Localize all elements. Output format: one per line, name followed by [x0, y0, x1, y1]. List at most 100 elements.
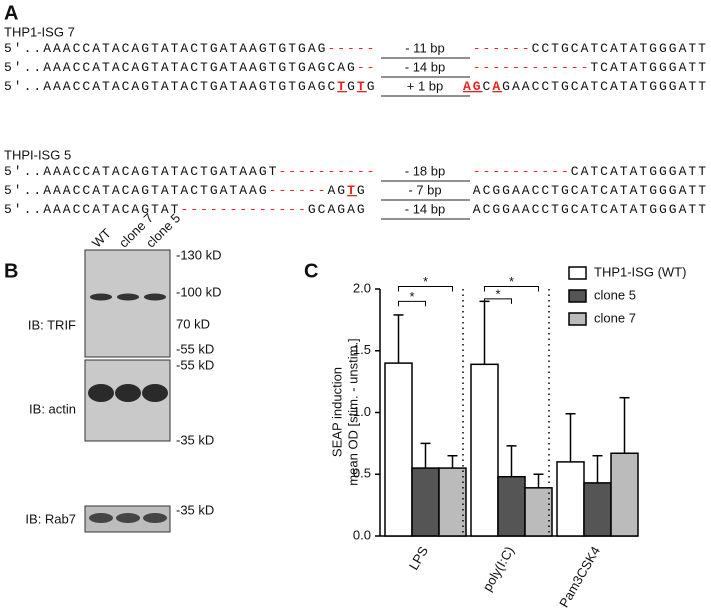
- sequence-segment: ------: [473, 41, 532, 56]
- blot-label: IB: actin: [29, 401, 76, 416]
- group-title: THP1-ISG 7: [4, 24, 75, 39]
- sequence-right: ACGGAACCTGCATCATATGGGATT: [473, 183, 708, 198]
- panel-label: B: [4, 260, 18, 282]
- sequence-segment: C: [483, 79, 493, 94]
- x-tick-label: LPS: [406, 543, 431, 572]
- bar: [524, 487, 553, 537]
- sequence-segment: G: [357, 183, 367, 198]
- deletion-size: - 14 bp: [405, 59, 445, 74]
- band: [143, 513, 167, 523]
- legend-swatch: [568, 312, 587, 326]
- sequence-segment: 5'..AAACCATACAGTAT: [4, 202, 180, 217]
- bar: [411, 467, 440, 537]
- sequence-segment: --: [357, 60, 377, 75]
- y-axis-label: SEAP induction: [329, 367, 344, 457]
- y-tick-label: 0.5: [353, 466, 371, 481]
- sequence-segment: -----: [327, 41, 376, 56]
- x-tick-label: Pam3CSK4: [556, 544, 603, 610]
- size-marker: -55 kD: [176, 357, 214, 372]
- sequence-segment: ACGGAACCTGCATCATATGGGATT: [473, 183, 708, 198]
- band: [144, 293, 166, 301]
- legend-label: clone 7: [594, 310, 636, 325]
- significance-label: *: [409, 289, 414, 304]
- sequence-left: 5'..AAACCATACAGTATACTGATAAGTGTGAGCAG--: [4, 60, 376, 75]
- bar: [470, 363, 499, 537]
- size-marker: 70 kD: [176, 316, 210, 331]
- sequence-segment: 5'..AAACCATACAGTATACTGATAAGTGTGAG: [4, 41, 327, 56]
- significance-bracket: [398, 286, 453, 292]
- sequence-segment: TCATATGGGATT: [590, 60, 708, 75]
- sequence-segment: CATCATATGGGATT: [571, 164, 708, 179]
- deletion-size: - 18 bp: [405, 163, 445, 178]
- deletion-size: - 7 bp: [408, 182, 441, 197]
- sequence-segment: -------------: [180, 202, 307, 217]
- bar: [497, 475, 526, 537]
- panel-label: A: [4, 2, 18, 24]
- bar: [556, 461, 585, 537]
- sequence-segment: AG: [327, 183, 347, 198]
- significance-bracket: [398, 300, 426, 307]
- sequence-left: 5'..AAACCATACAGTATACTGATAAGTGTGAGCTGTG: [4, 79, 377, 94]
- sequence-right: AGCAGAACCTGCATCATATGGGATT: [463, 79, 708, 94]
- sequence-segment: ----------: [278, 164, 376, 179]
- blot-label: IB: Rab7: [25, 511, 76, 526]
- sequence-right: ------------TCATATGGGATT: [473, 60, 708, 75]
- sequence-segment: 5'..AAACCATACAGTATACTGATAAGTGTGAGC: [4, 79, 337, 94]
- sequence-segment: T: [337, 79, 347, 94]
- sequence-segment: ------------: [473, 60, 591, 75]
- deletion-size: - 14 bp: [405, 201, 445, 216]
- bar: [583, 482, 612, 537]
- band: [142, 384, 168, 402]
- legend-label: clone 5: [594, 287, 636, 302]
- sequence-left: 5'..AAACCATACAGTAT-------------GCAGAG: [4, 202, 367, 217]
- group-title: THPI-ISG 5: [4, 147, 71, 162]
- bar: [384, 362, 413, 537]
- sequence-left: 5'..AAACCATACAGTATACTGATAAGT----------: [4, 164, 376, 179]
- sequence-segment: GAACCTGCATCATATGGGATT: [502, 79, 708, 94]
- y-tick-label: 1.0: [353, 404, 371, 419]
- sequence-segment: ------: [269, 183, 328, 198]
- significance-bracket: [484, 298, 512, 304]
- sequence-segment: A: [492, 79, 502, 94]
- legend-label: THP1-ISG (WT): [594, 264, 686, 279]
- sequence-segment: CCTGCATCATATGGGATT: [532, 41, 708, 56]
- size-marker: -55 kD: [176, 341, 214, 356]
- band: [88, 384, 114, 402]
- sequence-right: ACGGAACCTGCATCATATGGGATT: [473, 202, 708, 217]
- sequence-right: ------CCTGCATCATATGGGATT: [473, 41, 708, 56]
- size-marker: -130 kD: [176, 247, 222, 262]
- band: [117, 293, 139, 301]
- sequence-segment: T: [357, 79, 367, 94]
- size-marker: -100 kD: [176, 284, 222, 299]
- sequence-right: ----------CATCATATGGGATT: [473, 164, 708, 179]
- significance-label: *: [509, 274, 514, 289]
- blot-label: IB: TRIF: [28, 317, 76, 332]
- deletion-size: - 11 bp: [405, 40, 445, 55]
- sequence-segment: ACGGAACCTGCATCATATGGGATT: [473, 202, 708, 217]
- band: [89, 513, 113, 523]
- sequence-segment: G: [367, 79, 377, 94]
- sequence-segment: T: [347, 183, 357, 198]
- significance-bracket: [484, 286, 539, 292]
- sequence-segment: 5'..AAACCATACAGTATACTGATAAGT: [4, 164, 278, 179]
- significance-label: *: [423, 274, 428, 289]
- significance-label: *: [495, 286, 500, 301]
- sequence-segment: 5'..AAACCATACAGTATACTGATAAGTGTGAGCAG: [4, 60, 357, 75]
- legend-swatch: [568, 266, 587, 280]
- size-marker: -35 kD: [176, 502, 214, 517]
- sequence-left: 5'..AAACCATACAGTATACTGATAAGTGTGAG-----: [4, 41, 376, 56]
- sequence-segment: 5'..AAACCATACAGTATACTGATAAG: [4, 183, 269, 198]
- band: [90, 293, 112, 301]
- bar: [610, 452, 639, 537]
- sequence-segment: GCAGAG: [308, 202, 367, 217]
- deletion-size: + 1 bp: [407, 78, 444, 93]
- lane-label: WT: [89, 226, 114, 251]
- y-tick-label: 0.0: [353, 527, 371, 542]
- sequence-left: 5'..AAACCATACAGTATACTGATAAG------AGTG: [4, 183, 367, 198]
- bar: [438, 467, 467, 537]
- sequence-segment: AG: [463, 79, 483, 94]
- sequence-segment: G: [347, 79, 357, 94]
- panel-label: C: [304, 260, 318, 282]
